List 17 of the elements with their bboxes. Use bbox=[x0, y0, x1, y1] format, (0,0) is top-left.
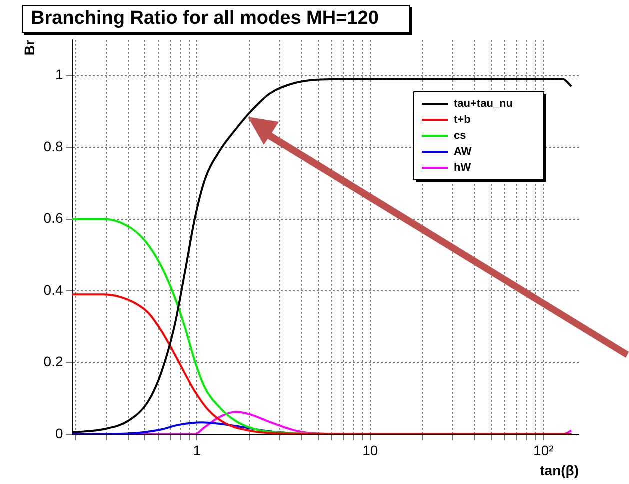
legend-label: tau+tau_nu bbox=[454, 98, 513, 110]
x-tick-label: 10² bbox=[534, 442, 554, 459]
chart-title: Branching Ratio for all modes MH=120 bbox=[22, 5, 410, 33]
x-axis-title: tan(β) bbox=[540, 462, 579, 478]
legend-label: hW bbox=[454, 162, 472, 174]
y-tick-label: 0.4 bbox=[44, 282, 64, 298]
legend-label: AW bbox=[454, 146, 472, 158]
y-tick-label: 0.8 bbox=[44, 138, 64, 154]
legend-label: cs bbox=[454, 130, 466, 142]
y-tick-label: 0 bbox=[55, 425, 64, 442]
y-tick-label: 1 bbox=[55, 66, 64, 83]
legend-label: t+b bbox=[454, 114, 472, 126]
x-tick-label: 1 bbox=[193, 442, 202, 459]
y-tick-label: 0.6 bbox=[44, 210, 64, 226]
y-axis-title: Br bbox=[21, 39, 38, 56]
x-tick-label: 10 bbox=[362, 442, 378, 459]
y-tick-label: 0.2 bbox=[44, 354, 64, 370]
